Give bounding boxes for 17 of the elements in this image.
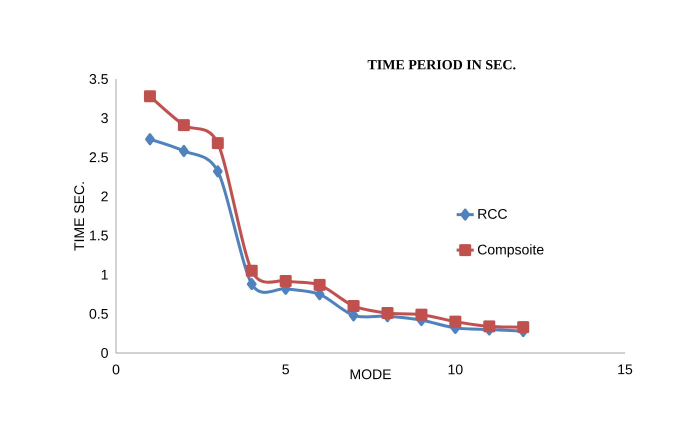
- x-axis-title: MODE: [350, 369, 391, 380]
- legend-label: RCC: [478, 208, 508, 219]
- x-tick-label: 15: [618, 364, 632, 374]
- x-tick-label: 5: [282, 364, 289, 374]
- y-tick-label: 3: [101, 113, 108, 124]
- y-tick-label: 0: [101, 348, 108, 358]
- y-tick-label: 2.5: [90, 152, 108, 162]
- y-tick-label: 2: [101, 192, 108, 202]
- chart-title: TIME PERIOD IN SEC.: [368, 60, 516, 70]
- x-tick-label: 10: [448, 364, 463, 374]
- y-tick-label: 1.5: [90, 230, 108, 240]
- x-tick-label: 0: [112, 364, 120, 374]
- y-tick-label: 1: [102, 270, 108, 280]
- y-tick-label: 0.5: [90, 308, 108, 319]
- legend-label: Compsoite: [478, 244, 544, 258]
- y-tick-label: 3.5: [90, 74, 108, 84]
- y-axis-title: TIME SEC.: [74, 182, 84, 251]
